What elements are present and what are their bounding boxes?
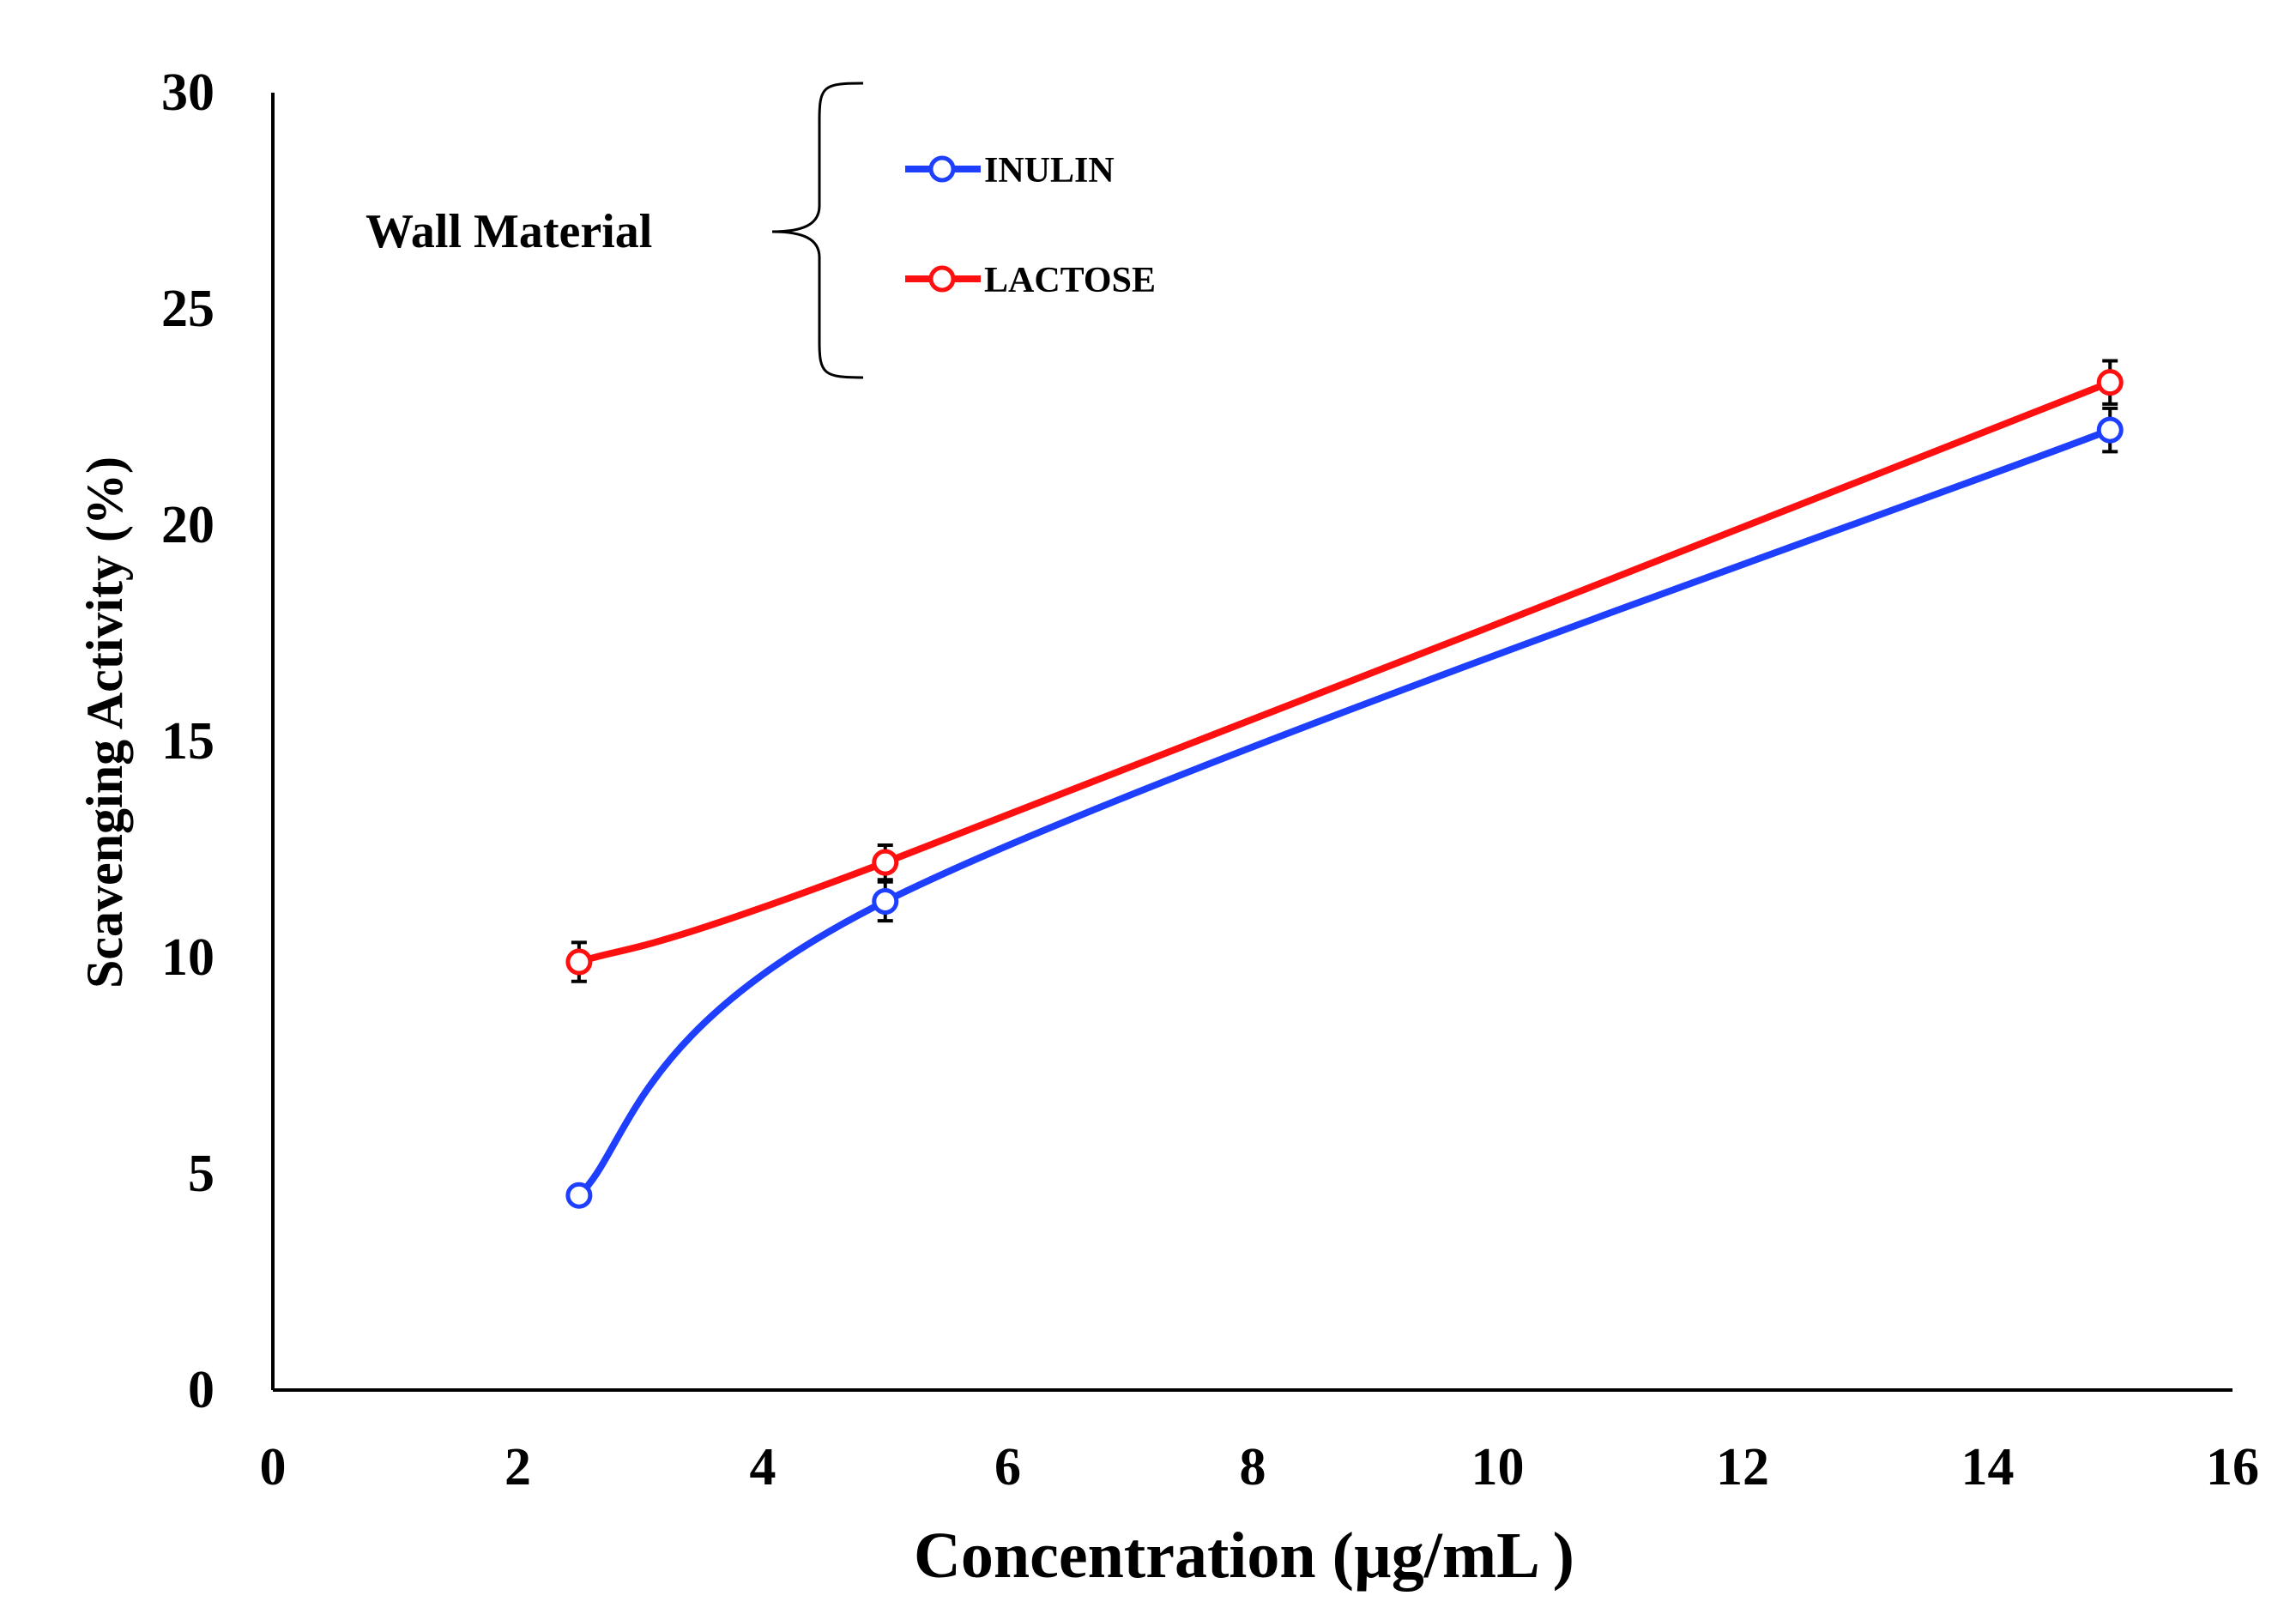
data-point-lactose — [565, 948, 593, 976]
y-tick-label: 0 — [188, 1361, 214, 1419]
legend-label: INULIN — [984, 151, 1115, 190]
y-tick-label: 30 — [161, 63, 214, 122]
legend-item-lactose: LACTOSE — [905, 261, 1156, 300]
x-tick-label: 12 — [1716, 1438, 1769, 1496]
y-axis-title: Scavenging Activity (%) — [76, 456, 133, 988]
tick-labels: 0 2 4 6 8 10 12 14 16 0 5 10 15 20 25 30 — [161, 63, 2259, 1496]
data-point-lactose — [872, 849, 899, 876]
error-bars — [571, 359, 2118, 1204]
data-point-inulin — [565, 1182, 593, 1209]
legend-brace — [771, 82, 864, 379]
y-tick-label: 20 — [161, 496, 214, 554]
x-tick-label: 6 — [994, 1438, 1021, 1496]
x-tick-label: 8 — [1240, 1438, 1266, 1496]
x-tick-label: 10 — [1471, 1438, 1525, 1496]
x-axis-title: Concentration (µg/mL ) — [914, 1520, 1574, 1592]
legend-label: LACTOSE — [984, 261, 1156, 300]
data-point-lactose — [2096, 369, 2124, 396]
legend: Wall Material INULIN LACTOSE — [366, 82, 1156, 379]
legend-marker — [928, 265, 956, 293]
legend-marker — [928, 155, 956, 183]
data-point-inulin — [2096, 416, 2124, 444]
axes — [271, 93, 2233, 1392]
series-lines — [575, 378, 2114, 1200]
y-tick-label: 25 — [161, 280, 214, 338]
data-point-inulin — [872, 887, 899, 915]
x-tick-label: 16 — [2206, 1438, 2259, 1496]
x-tick-label: 4 — [750, 1438, 776, 1496]
x-tick-label: 14 — [1961, 1438, 2015, 1496]
legend-item-inulin: INULIN — [905, 151, 1115, 190]
x-tick-label: 2 — [505, 1438, 531, 1496]
y-tick-label: 15 — [161, 712, 214, 771]
x-tick-label: 0 — [260, 1438, 287, 1496]
y-tick-label: 5 — [188, 1145, 214, 1203]
y-tick-label: 10 — [161, 928, 214, 987]
legend-title: Wall Material — [366, 205, 652, 258]
series-markers — [565, 369, 2124, 1209]
series-line-lactose — [575, 378, 2114, 966]
series-line-inulin — [575, 426, 2114, 1200]
